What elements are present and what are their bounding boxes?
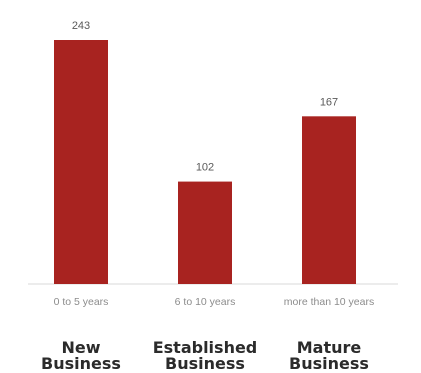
group-label-line1: Mature [296, 338, 362, 357]
data-label-1: 243 [72, 20, 90, 32]
group-label-line1: New [61, 338, 101, 357]
tick-label-1: 0 to 5 years [54, 296, 109, 308]
group-label-line2: Business [165, 354, 245, 373]
tick-labels-layer: 0 to 5 years 6 to 10 years more than 10 ye… [54, 296, 375, 308]
group-label-established-business: Established Business [140, 340, 270, 372]
data-label-2: 102 [196, 162, 214, 174]
group-label-line2: Business [41, 354, 121, 373]
bar-2 [178, 181, 232, 284]
data-labels-layer: 243 102 167 [72, 20, 338, 174]
bar-1 [54, 40, 108, 284]
group-label-new-business: New Business [16, 340, 146, 372]
tick-label-2: 6 to 10 years [175, 296, 236, 308]
group-label-mature-business: Mature Business [264, 340, 394, 372]
tick-label-3: more than 10 years [284, 296, 374, 308]
bars-layer [54, 40, 356, 284]
group-label-line2: Business [289, 354, 369, 373]
group-label-line1: Established [152, 338, 258, 357]
data-label-3: 167 [320, 96, 338, 108]
bar-3 [302, 116, 356, 284]
